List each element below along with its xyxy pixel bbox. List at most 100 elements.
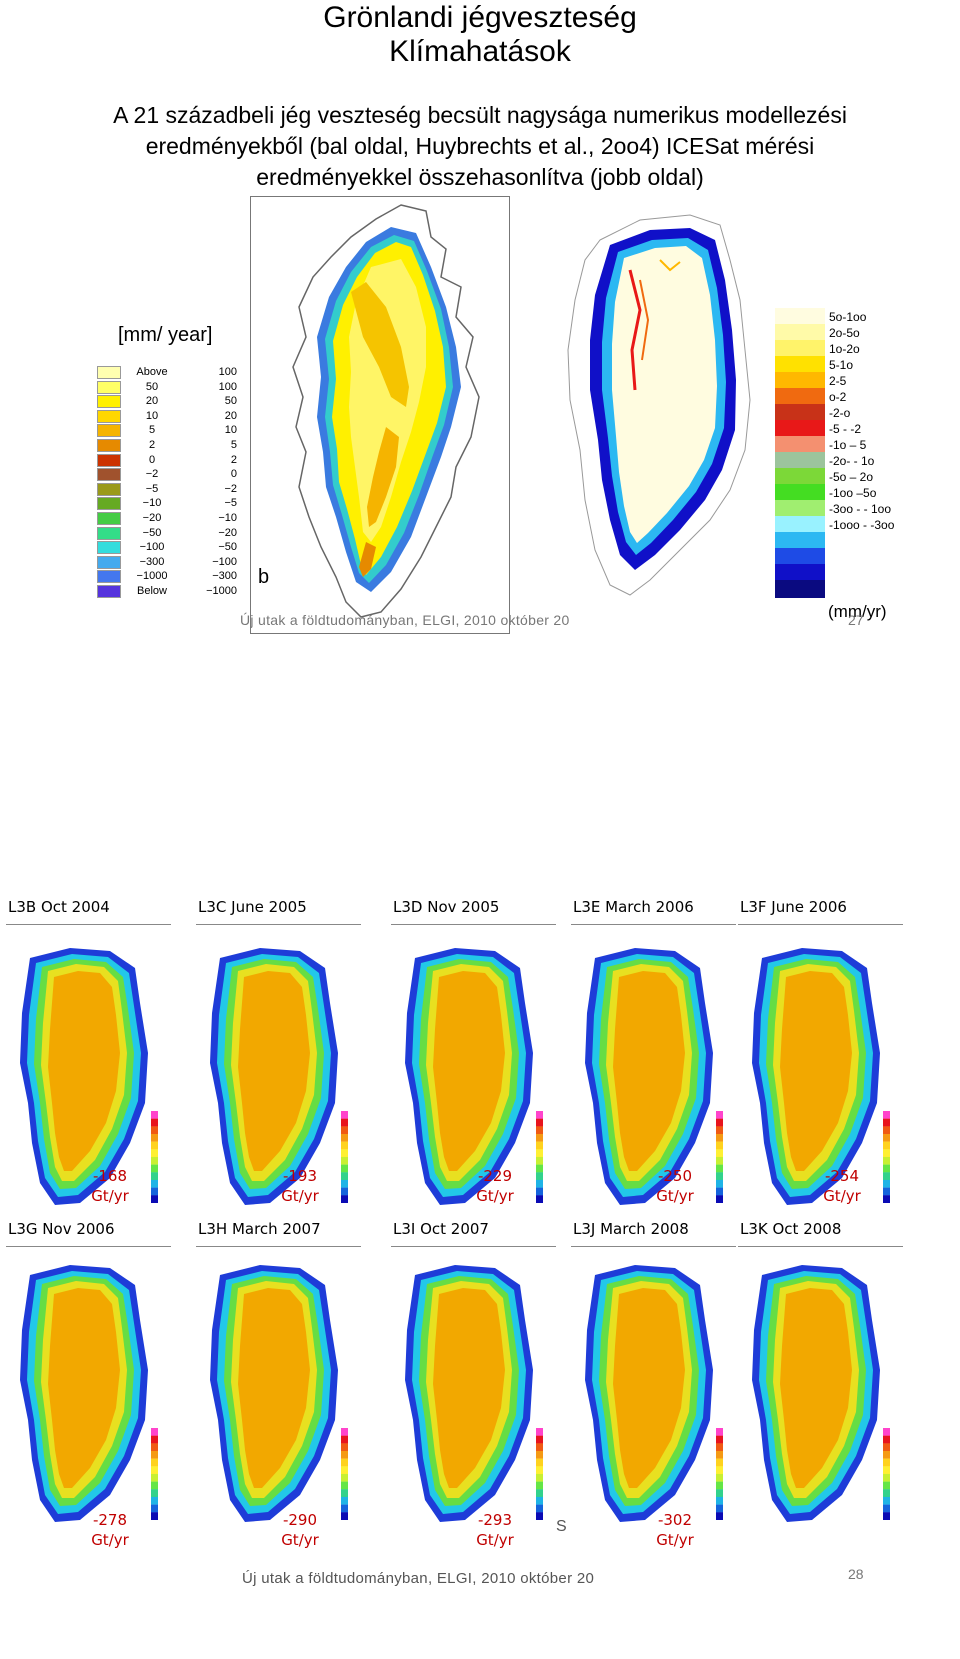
- panel-row-2: L3G Nov 2006 -278 Gt/yr L3H March 2007 -290 G…: [0, 1220, 960, 1570]
- panel-map: [575, 1260, 725, 1535]
- legend-low: −20: [142, 512, 162, 524]
- legend-swatch: [775, 532, 825, 550]
- panel-date-label: L3D Nov 2005: [393, 898, 500, 916]
- panel-date-label: L3H March 2007: [198, 1220, 321, 1238]
- slide-title-line1: Grönlandi jégveszteség: [323, 1, 637, 34]
- legend-swatch: [775, 308, 825, 326]
- legend-label: -1o – 5: [829, 438, 867, 452]
- greenland-thumbnail-map: [585, 948, 713, 1205]
- greenland-thumbnail-map: [752, 948, 880, 1205]
- panel-map: [200, 943, 350, 1218]
- legend-low: 10: [145, 409, 159, 422]
- legend-low: −300: [139, 555, 165, 568]
- panel-colorbar: [883, 1111, 890, 1208]
- greenland-thumbnail-map: [20, 1265, 148, 1522]
- panel-date-label: L3C June 2005: [198, 898, 307, 916]
- greenland-thumbnail-map: [585, 1265, 713, 1522]
- panel-divider: [391, 924, 556, 925]
- mass-loss-number: -302: [657, 1511, 693, 1529]
- panel-colorbar: [716, 1111, 723, 1208]
- mass-loss-number: -168: [92, 1167, 128, 1185]
- legend-low: 50: [145, 380, 159, 393]
- legend-swatch: [97, 380, 121, 394]
- panel-divider: [738, 1246, 903, 1247]
- legend-high: 0: [230, 468, 237, 481]
- legend-low: 5: [148, 424, 156, 437]
- legend-label: 2o-5o: [829, 326, 860, 340]
- mass-loss-unit: Gt/yr: [91, 1531, 129, 1549]
- legend-swatch: [97, 555, 121, 569]
- legend-swatch: [97, 512, 121, 525]
- legend-high: 100: [218, 380, 237, 393]
- legend-swatch: [775, 452, 825, 470]
- greenland-thumbnail-map: [405, 1265, 533, 1522]
- mass-loss-unit: Gt/yr: [281, 1187, 319, 1205]
- legend-swatch: [775, 500, 825, 518]
- panel-colorbar: [151, 1111, 158, 1208]
- legend-label: -5o – 2o: [829, 470, 874, 484]
- legend-label: 2-5: [829, 374, 847, 388]
- mass-loss-value: -193 Gt/yr: [270, 1166, 330, 1206]
- legend-swatch: [775, 388, 825, 406]
- legend-high: 20: [224, 409, 237, 422]
- legend-swatch: [775, 436, 825, 454]
- panel-colorbar: [883, 1428, 890, 1525]
- legend-label: -5 - -2: [829, 422, 862, 436]
- legend-high: 5: [230, 439, 237, 451]
- footer-bottom: Új utak a földtudományban, ELGI, 2010 ok…: [242, 1570, 595, 1587]
- legend-label: -1oo –5o: [829, 486, 877, 500]
- legend-low: −1000: [136, 570, 168, 583]
- scale-colorbar: [716, 1428, 723, 1521]
- legend-swatch: [775, 356, 825, 374]
- scale-colorbar: [883, 1428, 890, 1521]
- panel-map: [10, 943, 160, 1218]
- legend-low: 0: [148, 453, 156, 466]
- scale-colorbar: [716, 1111, 723, 1204]
- model-greenland-map: [292, 204, 480, 618]
- mass-loss-value: -250 Gt/yr: [645, 1166, 705, 1206]
- mass-loss-number: -254: [824, 1167, 860, 1185]
- slide-number-bottom: 28: [848, 1566, 864, 1582]
- mass-loss-number: -278: [92, 1511, 128, 1529]
- mass-loss-value: -168 Gt/yr: [80, 1166, 140, 1206]
- panel-colorbar: [151, 1428, 158, 1525]
- legend-swatch: [775, 516, 825, 534]
- legend-swatch: [97, 468, 121, 482]
- mass-loss-unit: Gt/yr: [91, 1187, 129, 1205]
- scale-colorbar: [883, 1111, 890, 1204]
- panel-divider: [6, 924, 171, 925]
- scale-colorbar: [536, 1111, 543, 1204]
- panel-colorbar: [536, 1428, 543, 1525]
- scale-colorbar: [151, 1428, 158, 1521]
- legend-high: −1000: [206, 585, 237, 597]
- legend-high: 50: [224, 395, 237, 408]
- legend-high: −20: [218, 526, 237, 539]
- greenland-thumbnail-map: [210, 948, 338, 1205]
- panel-divider: [196, 1246, 361, 1247]
- legend-swatch: [775, 548, 825, 566]
- panel-divider: [738, 924, 903, 925]
- mass-loss-number: -193: [282, 1167, 318, 1185]
- scale-colorbar: [536, 1428, 543, 1521]
- legend-swatch: [97, 424, 121, 438]
- legend-low: Above: [136, 366, 168, 378]
- panel-map: [10, 1260, 160, 1535]
- mass-loss-value: -278 Gt/yr: [80, 1510, 140, 1550]
- mass-loss-number: -250: [657, 1167, 693, 1185]
- legend-swatch: [97, 439, 121, 452]
- mass-loss-number: -293: [477, 1511, 513, 1529]
- subtitle-line2: eredményekből (bal oldal, Huybrechts et …: [145, 133, 815, 159]
- legend-swatch: [775, 372, 825, 390]
- panel-divider: [6, 1246, 171, 1247]
- legend-swatch: [97, 570, 121, 584]
- legend-swatch: [97, 409, 121, 423]
- legend-label: -3oo - - 1oo: [829, 502, 892, 516]
- legend-swatch: [775, 324, 825, 342]
- panel-letter: b: [258, 566, 270, 588]
- legend-high: −50: [218, 541, 237, 554]
- legend-swatch: [775, 564, 825, 582]
- legend-low: Below: [137, 585, 167, 597]
- panel-divider: [571, 1246, 736, 1247]
- panel-map: [742, 1260, 892, 1535]
- mass-loss-unit: Gt/yr: [281, 1531, 319, 1549]
